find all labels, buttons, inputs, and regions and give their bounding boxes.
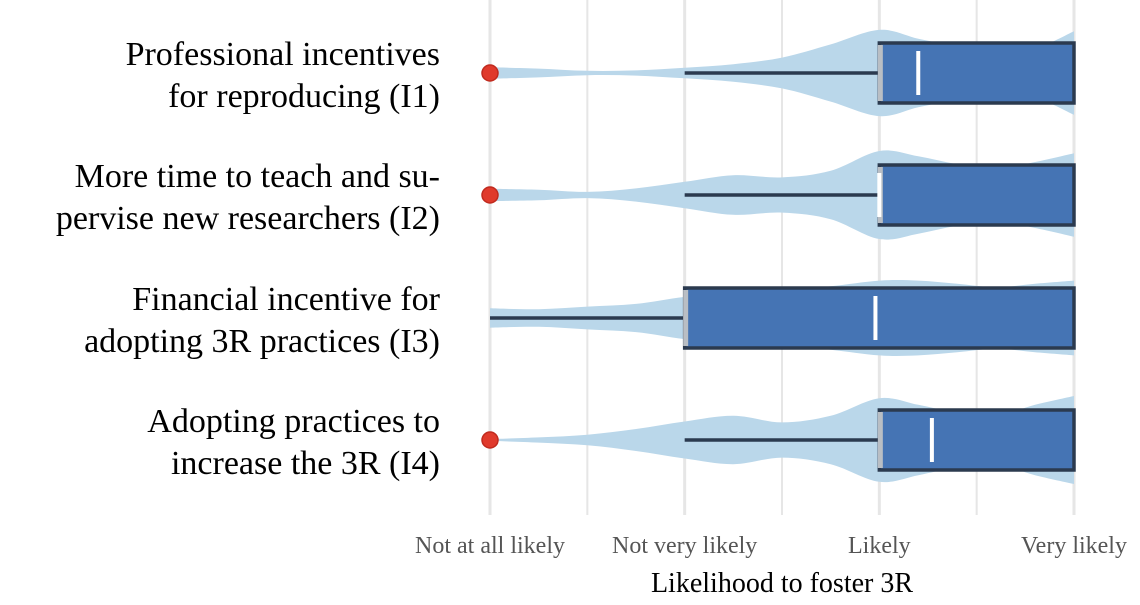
x-tick-layer: Not at all likely Not very likely Likely Ve… bbox=[415, 533, 1127, 559]
category-label-line: pervise new researchers (I2) bbox=[56, 200, 440, 237]
outlier-point bbox=[481, 64, 499, 82]
q1-marker bbox=[877, 45, 883, 101]
q1-marker bbox=[683, 290, 689, 346]
category-label: Financial incentive for adopting 3R pract… bbox=[84, 281, 441, 360]
category-label: Adopting practices to increase the 3R (I4… bbox=[147, 403, 440, 482]
outlier-point bbox=[481, 186, 499, 204]
box-layer bbox=[481, 41, 1076, 472]
iqr-box bbox=[877, 41, 1076, 105]
category-label-line: Professional incentives bbox=[126, 36, 440, 73]
x-tick-label: Likely bbox=[848, 533, 911, 559]
category-label: More time to teach and su-pervise new re… bbox=[56, 158, 440, 237]
category-label: Professional incentives for reproducing (… bbox=[126, 36, 440, 115]
x-tick-label: Very likely bbox=[1021, 533, 1127, 559]
x-tick-label: Not at all likely bbox=[415, 533, 565, 559]
category-label-line: for reproducing (I1) bbox=[168, 78, 440, 115]
category-label-line: More time to teach and su- bbox=[75, 158, 440, 195]
outlier-point bbox=[481, 431, 499, 449]
x-tick-label: Not very likely bbox=[612, 533, 757, 559]
q1-marker bbox=[877, 412, 883, 468]
iqr-box bbox=[682, 286, 1076, 350]
category-label-line: Financial incentive for bbox=[132, 281, 440, 318]
category-label-layer: Professional incentives for reproducing (… bbox=[56, 36, 441, 482]
iqr-box bbox=[877, 163, 1076, 227]
category-label-line: increase the 3R (I4) bbox=[171, 445, 440, 482]
category-label-line: adopting 3R practices (I3) bbox=[84, 323, 440, 360]
x-axis-title: Likelihood to foster 3R bbox=[651, 568, 913, 599]
category-label-line: Adopting practices to bbox=[147, 403, 440, 440]
iqr-box bbox=[877, 408, 1076, 472]
